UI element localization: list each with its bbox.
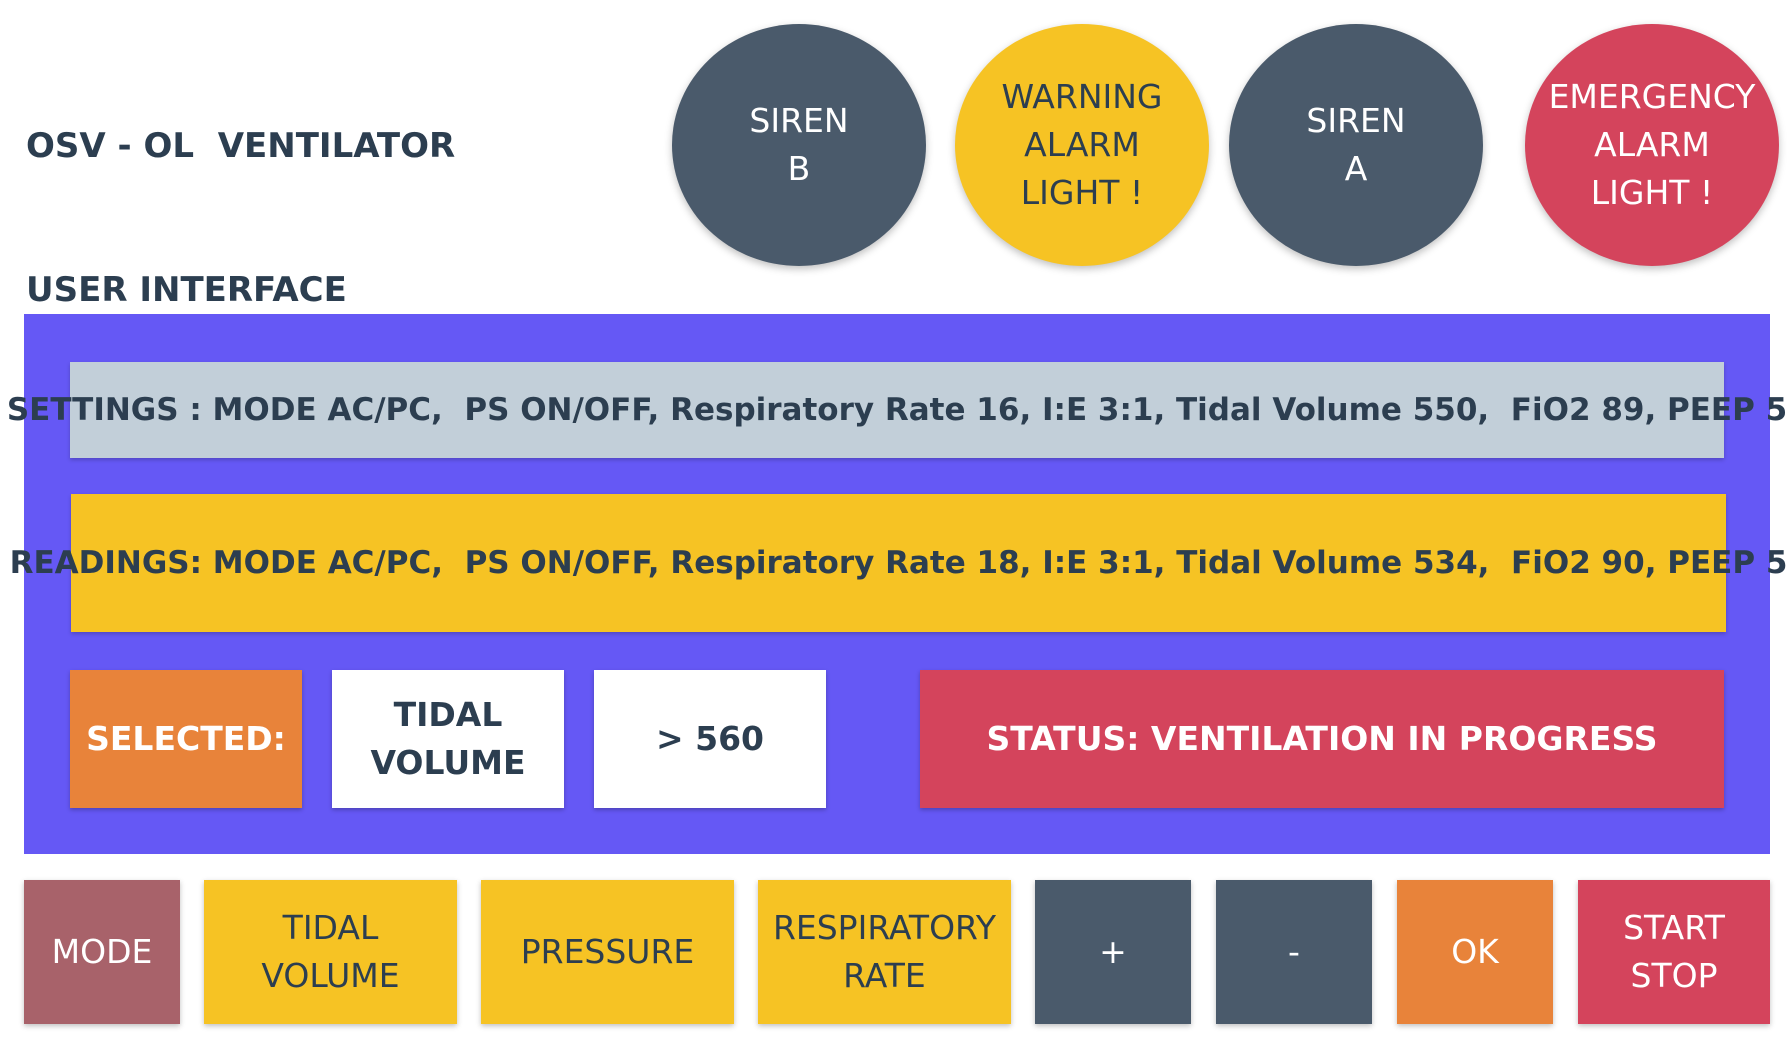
title-line-1: OSV - OL VENTILATOR bbox=[26, 126, 456, 166]
ok-button[interactable]: OK bbox=[1397, 880, 1553, 1024]
warning-alarm-light: WARNING ALARM LIGHT ! bbox=[955, 24, 1209, 266]
decrement-button[interactable]: - bbox=[1216, 880, 1372, 1024]
increment-button[interactable]: + bbox=[1035, 880, 1191, 1024]
respiratory-rate-button[interactable]: RESPIRATORY RATE bbox=[758, 880, 1011, 1024]
settings-bar: SETTINGS : MODE AC/PC, PS ON/OFF, Respir… bbox=[7, 362, 1787, 458]
readings-bar: READINGS: MODE AC/PC, PS ON/OFF, Respira… bbox=[10, 494, 1787, 632]
title-line-2: USER INTERFACE bbox=[26, 270, 347, 310]
siren-b-indicator: SIREN B bbox=[672, 24, 926, 266]
start-stop-button[interactable]: START STOP bbox=[1578, 880, 1770, 1024]
tidal-volume-button[interactable]: TIDAL VOLUME bbox=[204, 880, 457, 1024]
emergency-alarm-light: EMERGENCY ALARM LIGHT ! bbox=[1525, 24, 1779, 266]
selected-value: > 560 bbox=[594, 670, 826, 808]
status-banner: STATUS: VENTILATION IN PROGRESS bbox=[920, 670, 1724, 808]
siren-a-indicator: SIREN A bbox=[1229, 24, 1483, 266]
mode-button[interactable]: MODE bbox=[24, 880, 180, 1024]
selected-parameter: TIDAL VOLUME bbox=[332, 670, 564, 808]
selected-label: SELECTED: bbox=[70, 670, 302, 808]
pressure-button[interactable]: PRESSURE bbox=[481, 880, 734, 1024]
page-title: OSV - OL VENTILATOR USER INTERFACE bbox=[26, 26, 455, 362]
control-panel: SETTINGS : MODE AC/PC, PS ON/OFF, Respir… bbox=[7, 314, 1787, 854]
